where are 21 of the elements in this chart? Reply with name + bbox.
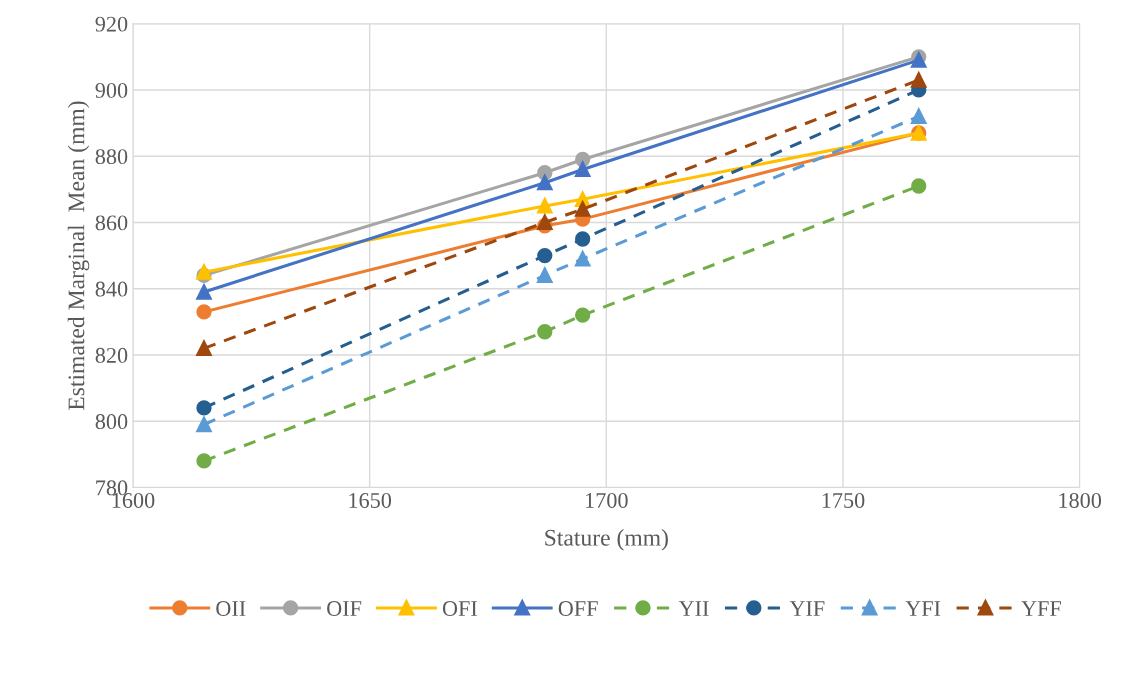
y-tick-label: 920 (95, 16, 128, 32)
legend-label: OFF (558, 601, 598, 616)
x-tick-label: 1750 (822, 492, 865, 508)
x-tick-label: 1650 (349, 492, 392, 508)
y-tick-label: 840 (95, 281, 128, 297)
y-tick-label: 800 (95, 414, 128, 430)
y-tick-label: 860 (95, 215, 128, 231)
y-tick-label: 900 (95, 82, 128, 98)
y-tick-label: 880 (95, 149, 128, 165)
legend-label: YIF (789, 601, 825, 616)
legend-label: OIF (327, 601, 362, 616)
legend-label: YII (678, 601, 709, 616)
legend-label: OII (216, 601, 246, 616)
legend-label: YFI (905, 601, 941, 616)
legend-label: YFF (1021, 601, 1061, 616)
x-axis-title: Stature (mm) (545, 529, 668, 551)
y-tick-label: 820 (95, 347, 128, 363)
x-tick-label: 1700 (586, 492, 628, 508)
y-axis-title: Estimated Marginal Mean (mm) (67, 101, 90, 411)
x-tick-label: 1800 (1059, 492, 1102, 508)
legend-label: OFI (442, 601, 477, 616)
